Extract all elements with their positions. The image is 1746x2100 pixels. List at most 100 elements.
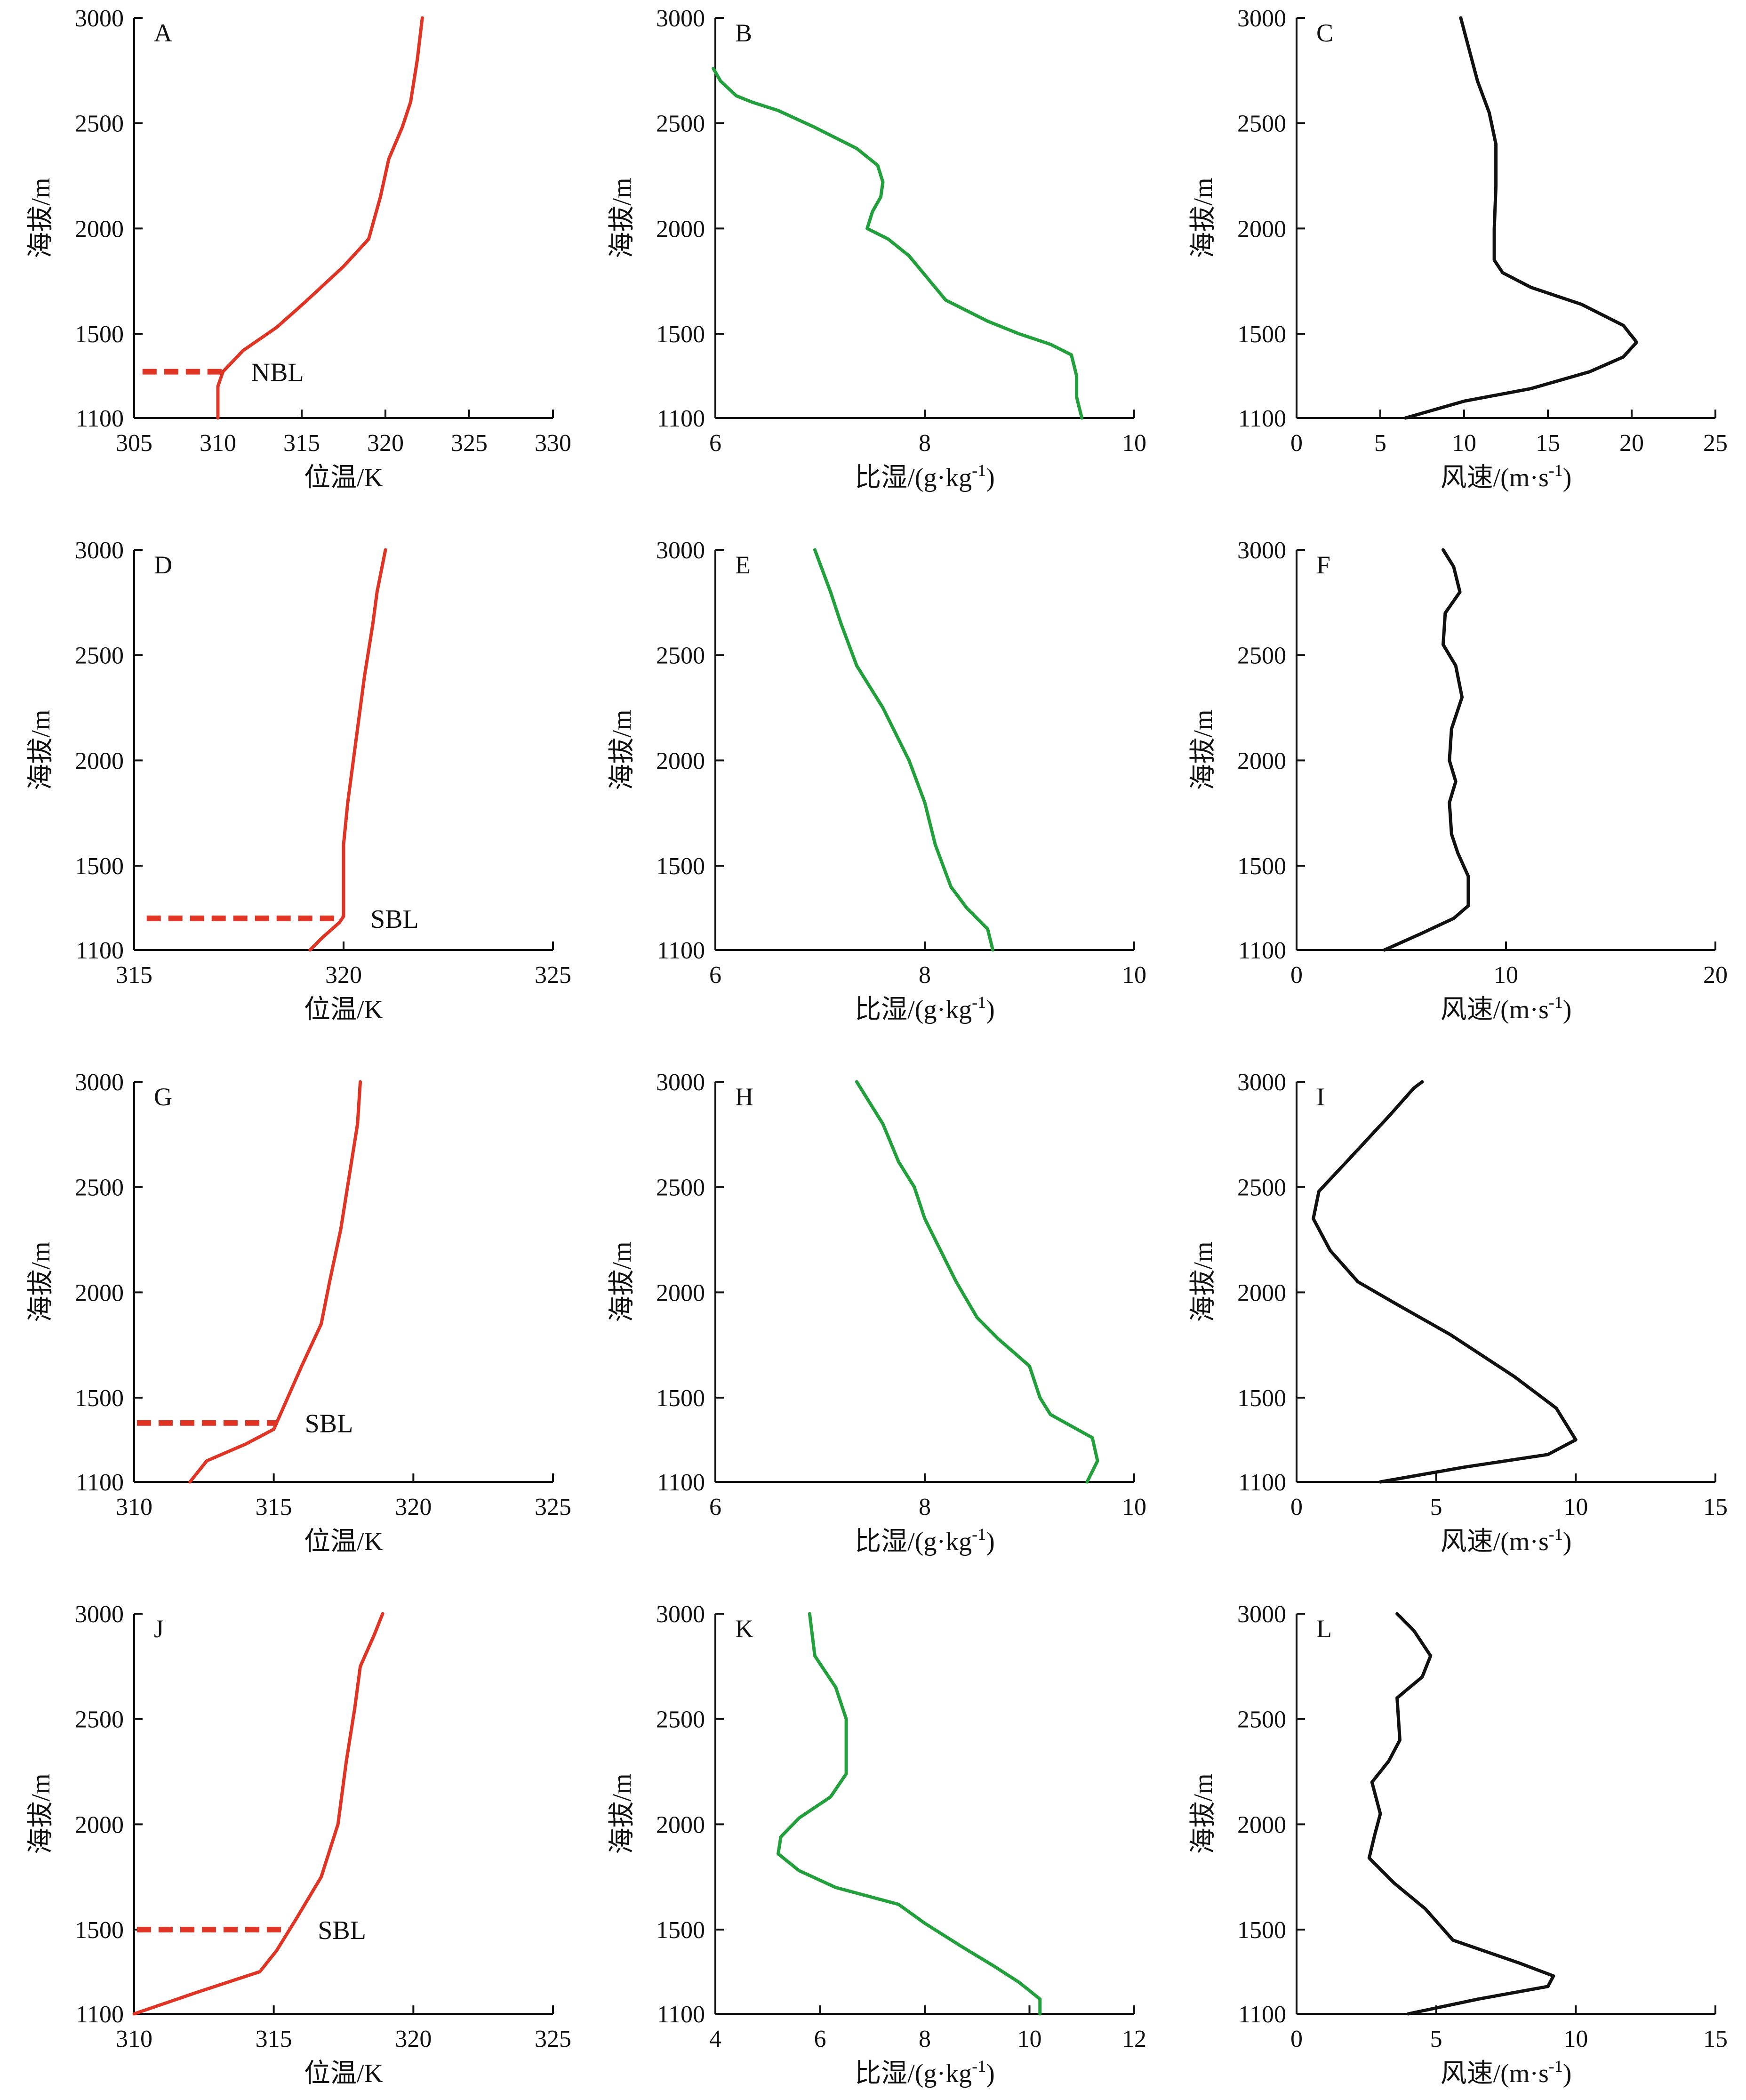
y-tick-label: 2000 (75, 216, 124, 242)
y-tick-label: 3000 (656, 1601, 705, 1628)
x-tick-label: 315 (283, 430, 320, 457)
x-axis-title-main: 风速/(m·s (1441, 2059, 1549, 2088)
panel-e: 1100 1500 2000 2500 3000 6 8 10 海拔/m 比湿/(g·kg-1) E (608, 537, 1146, 1024)
x-tick-label: 8 (919, 962, 931, 989)
x-axis-title-main: 位温/K (304, 1527, 383, 1556)
y-tick-label: 3000 (75, 1601, 124, 1628)
x-axis-title-main: 比湿/(g·kg (855, 1527, 972, 1556)
x-axis-title-main: 位温/K (304, 463, 383, 492)
y-tick-label: 1100 (657, 405, 705, 432)
series-line (1312, 1080, 1578, 1484)
y-tick-label: 2000 (75, 1811, 124, 1838)
y-tick-label: 1500 (1237, 853, 1286, 880)
x-tick-label: 15 (1703, 1494, 1728, 1521)
x-axis-title-tail: ) (986, 2059, 995, 2088)
y-axis-title: 海拔/m (1189, 709, 1218, 790)
x-tick-label: 320 (395, 2026, 432, 2052)
panel-letter: G (154, 1083, 172, 1111)
panel-letter: B (735, 19, 752, 47)
y-tick-label: 2000 (656, 1811, 705, 1838)
panel-i: 1100 1500 2000 2500 3000 0 5 10 15 海拔/m 风速/(m·s-1)… (1189, 1069, 1728, 1556)
series-line (1367, 1612, 1555, 2016)
x-tick-label: 10 (1494, 962, 1518, 989)
x-tick-label: 10 (1452, 430, 1476, 457)
y-tick-label: 2000 (1237, 1811, 1286, 1838)
series-line (813, 548, 995, 952)
x-axis-title-sup: -1 (972, 2057, 986, 2076)
y-tick-label: 2000 (656, 216, 705, 242)
y-tick-label: 1500 (656, 853, 705, 880)
x-tick-label: 10 (1563, 2026, 1588, 2052)
y-axis-title: 海拔/m (1189, 1773, 1218, 1854)
x-tick-label: 0 (1290, 1494, 1303, 1521)
y-tick-label: 1100 (76, 405, 124, 432)
x-tick-label: 15 (1536, 430, 1560, 457)
x-tick-label: 310 (116, 2026, 152, 2052)
x-tick-label: 12 (1122, 2026, 1146, 2052)
panel-letter: F (1316, 551, 1330, 579)
y-axis-title: 海拔/m (608, 177, 637, 258)
panel-l: 1100 1500 2000 2500 3000 0 5 10 15 海拔/m 风速/(m·s-1)… (1189, 1601, 1728, 2088)
y-axis-title: 海拔/m (26, 1773, 56, 1854)
y-tick-label: 3000 (75, 5, 124, 32)
y-tick-label: 1100 (76, 2001, 124, 2028)
series-line (1383, 548, 1470, 952)
y-tick-label: 1500 (656, 1385, 705, 1412)
y-tick-label: 3000 (1237, 1601, 1286, 1628)
y-tick-label: 3000 (1237, 1069, 1286, 1096)
y-tick-label: 2000 (1237, 748, 1286, 774)
x-tick-label: 320 (367, 430, 404, 457)
y-tick-label: 1100 (1238, 1469, 1286, 1496)
x-axis-title: 风速/(m·s-1) (1441, 993, 1572, 1024)
series-line (855, 1080, 1099, 1484)
x-tick-label: 6 (709, 1494, 721, 1521)
y-tick-label: 2500 (75, 643, 124, 669)
series-line (188, 1080, 362, 1484)
x-axis-title-sup: -1 (972, 461, 986, 480)
panel-letter: J (154, 1615, 164, 1643)
panel-f: 1100 1500 2000 2500 3000 0 10 20 海拔/m 风速/(m·s-1) F (1189, 537, 1728, 1024)
x-tick-label: 10 (1122, 962, 1146, 989)
x-axis-title-sup: -1 (1549, 1525, 1563, 1544)
y-tick-label: 2500 (75, 111, 124, 137)
x-axis-title-sup: -1 (1549, 993, 1563, 1012)
y-tick-label: 1500 (75, 1385, 124, 1412)
y-tick-label: 1100 (1238, 2001, 1286, 2028)
x-axis-title-main: 位温/K (304, 2059, 383, 2088)
series-line (216, 16, 424, 420)
x-tick-label: 8 (919, 2026, 931, 2052)
x-tick-label: 4 (709, 2026, 721, 2052)
y-axis-title: 海拔/m (1189, 1241, 1218, 1322)
panel-letter: H (735, 1083, 753, 1111)
panel-k: 1100 1500 2000 2500 3000 4 6 8 10 12 海拔/m 比湿/(g·kg-… (608, 1601, 1146, 2088)
y-tick-label: 2500 (1237, 643, 1286, 669)
x-tick-label: 315 (256, 2026, 292, 2052)
x-tick-label: 330 (535, 430, 571, 457)
x-axis-title-sup: -1 (1549, 461, 1563, 480)
x-tick-label: 10 (1563, 1494, 1588, 1521)
y-tick-label: 1500 (1237, 1917, 1286, 1944)
x-axis-title: 位温/K (304, 463, 383, 492)
y-tick-label: 2000 (75, 1279, 124, 1306)
y-axis-title: 海拔/m (26, 177, 56, 258)
panel-letter: A (154, 19, 172, 47)
y-tick-label: 2500 (656, 643, 705, 669)
y-tick-label: 2500 (1237, 111, 1286, 137)
y-tick-label: 1500 (656, 1917, 705, 1944)
x-tick-label: 5 (1430, 1494, 1442, 1521)
x-tick-label: 320 (395, 1494, 432, 1521)
boundary-layer-label: SBL (318, 1916, 366, 1945)
x-axis-title-main: 位温/K (304, 995, 383, 1024)
y-tick-label: 1500 (75, 321, 124, 348)
x-axis-title: 风速/(m·s-1) (1441, 2057, 1572, 2088)
y-axis-title: 海拔/m (608, 1241, 637, 1322)
x-tick-label: 6 (709, 430, 721, 457)
y-tick-label: 2500 (656, 1706, 705, 1733)
x-axis-title: 比湿/(g·kg-1) (855, 461, 995, 492)
y-tick-label: 3000 (656, 5, 705, 32)
x-tick-label: 0 (1290, 2026, 1303, 2052)
panel-h: 1100 1500 2000 2500 3000 6 8 10 海拔/m 比湿/(g·kg-1) H (608, 1069, 1146, 1556)
x-tick-label: 20 (1619, 430, 1644, 457)
y-tick-label: 2000 (1237, 216, 1286, 242)
